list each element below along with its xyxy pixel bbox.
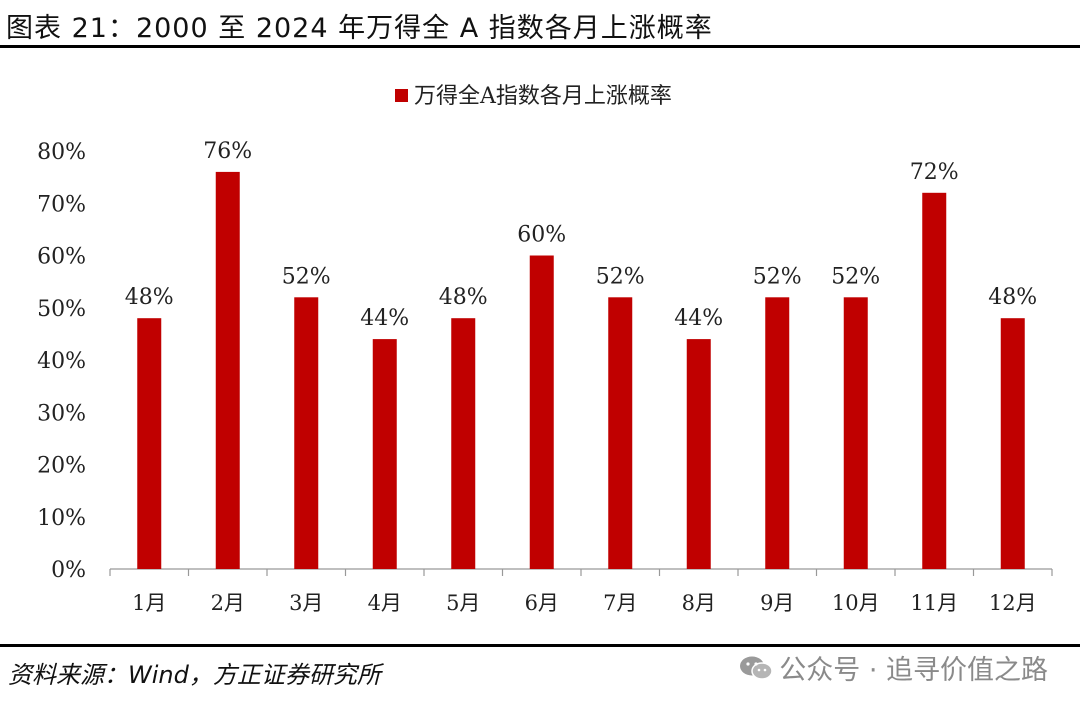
watermark-text: 公众号 · 追寻价值之路 bbox=[779, 655, 1048, 686]
bar bbox=[922, 192, 947, 570]
bar bbox=[529, 255, 554, 569]
x-tick-label: 2月 bbox=[211, 591, 245, 615]
x-tick-label: 3月 bbox=[289, 591, 323, 615]
data-label: 76% bbox=[203, 139, 252, 164]
watermark: 公众号 · 追寻价值之路 bbox=[739, 648, 1048, 687]
bottom-rule bbox=[0, 644, 1080, 647]
y-tick-label: 40% bbox=[37, 349, 86, 374]
y-tick-label: 0% bbox=[51, 558, 86, 583]
data-label: 60% bbox=[517, 223, 566, 248]
bar bbox=[451, 318, 476, 569]
data-label: 52% bbox=[282, 264, 331, 289]
x-tick-label: 11月 bbox=[910, 591, 958, 615]
y-tick-label: 30% bbox=[37, 401, 86, 426]
x-tick-label: 4月 bbox=[368, 591, 402, 615]
bar bbox=[608, 297, 633, 569]
x-tick-label: 1月 bbox=[132, 591, 166, 615]
y-tick-label: 50% bbox=[37, 297, 86, 322]
figure-title: 图表 21：2000 至 2024 年万得全 A 指数各月上涨概率 bbox=[6, 13, 713, 44]
y-tick-label: 80% bbox=[37, 140, 86, 165]
bar bbox=[137, 318, 162, 569]
data-label: 48% bbox=[125, 285, 174, 310]
bar bbox=[686, 339, 711, 569]
x-tick-label: 5月 bbox=[446, 591, 480, 615]
x-tick-label: 6月 bbox=[525, 591, 559, 615]
y-tick-label: 20% bbox=[37, 454, 86, 479]
bar bbox=[294, 297, 319, 569]
bar bbox=[765, 297, 790, 569]
bar-chart: 0% 10% 20% 30% 40% 50% 60% 70% 80% 48% 1月 76% 2月 52% 3… bbox=[37, 84, 1053, 615]
data-label: 52% bbox=[831, 264, 880, 289]
data-label: 44% bbox=[360, 306, 409, 331]
x-tick-label: 7月 bbox=[603, 591, 637, 615]
x-tick-label: 8月 bbox=[682, 591, 716, 615]
y-tick-label: 70% bbox=[37, 192, 86, 217]
bar bbox=[215, 171, 240, 569]
legend-label: 万得全A指数各月上涨概率 bbox=[414, 84, 672, 109]
data-label: 48% bbox=[988, 285, 1037, 310]
y-tick-label: 10% bbox=[37, 506, 86, 531]
wechat-icon bbox=[740, 656, 773, 680]
bar bbox=[843, 297, 868, 569]
bar bbox=[1000, 318, 1025, 569]
bar bbox=[372, 339, 397, 569]
x-tick-label: 12月 bbox=[989, 591, 1037, 615]
data-label: 44% bbox=[674, 306, 723, 331]
top-rule bbox=[0, 45, 1080, 48]
source-note: 资料来源：Wind，方正证券研究所 bbox=[8, 661, 381, 689]
data-label: 72% bbox=[910, 160, 959, 185]
data-label: 52% bbox=[753, 264, 802, 289]
y-tick-label: 60% bbox=[37, 245, 86, 270]
x-tick-label: 10月 bbox=[832, 591, 880, 615]
data-label: 48% bbox=[439, 285, 488, 310]
data-label: 52% bbox=[596, 264, 645, 289]
legend-swatch bbox=[395, 89, 408, 102]
x-tick-label: 9月 bbox=[760, 591, 794, 615]
